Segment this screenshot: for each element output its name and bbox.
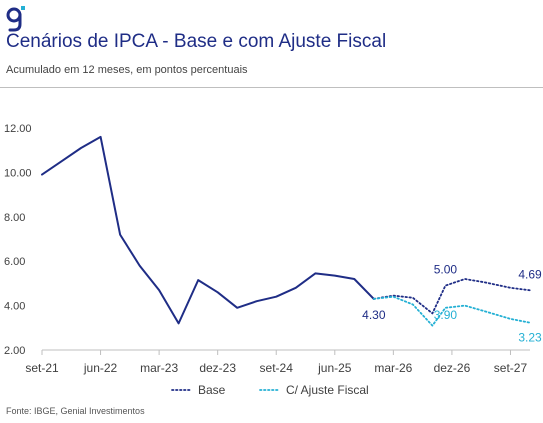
x-tick-label: mar-26 <box>374 361 412 375</box>
series-line-2 <box>372 295 531 327</box>
series-line-0 <box>41 135 375 325</box>
x-tick-label: jun-22 <box>83 361 118 375</box>
legend-label-1: C/ Ajuste Fiscal <box>286 383 369 397</box>
x-tick-label: mar-23 <box>140 361 178 375</box>
x-tick-label: jun-25 <box>317 361 352 375</box>
data-label: 3.90 <box>434 308 458 322</box>
x-tick-label: dez-26 <box>434 361 471 375</box>
y-tick-label: 10.00 <box>4 167 32 179</box>
series-line-1 <box>372 278 531 315</box>
source-note: Fonte: IBGE, Genial Investimentos <box>6 406 145 416</box>
y-tick-label: 6.00 <box>4 256 25 268</box>
x-tick-label: set-27 <box>494 361 528 375</box>
genial-logo-icon <box>6 6 25 32</box>
y-tick-label: 4.00 <box>4 301 25 313</box>
legend-label-0: Base <box>198 383 226 397</box>
data-label: 5.00 <box>434 263 458 277</box>
x-tick-label: dez-23 <box>199 361 236 375</box>
ipca-line-chart: 2.00 4.00 6.00 8.00 10.00 12.00 set-21 jun-22 ma… <box>4 123 542 397</box>
chart-title: Cenários de IPCA - Base e com Ajuste Fis… <box>6 31 387 52</box>
chart-subtitle: Acumulado em 12 meses, em pontos percent… <box>6 64 248 76</box>
y-tick-label: 8.00 <box>4 212 25 224</box>
data-label: 4.69 <box>518 267 542 281</box>
x-tick-label: set-21 <box>25 361 59 375</box>
y-tick-label: 12.00 <box>4 123 32 135</box>
y-tick-label: 2.00 <box>4 345 25 357</box>
x-tick-label: set-24 <box>260 361 294 375</box>
data-label: 4.30 <box>362 308 386 322</box>
header-divider <box>0 87 543 88</box>
data-label: 3.23 <box>518 331 542 345</box>
